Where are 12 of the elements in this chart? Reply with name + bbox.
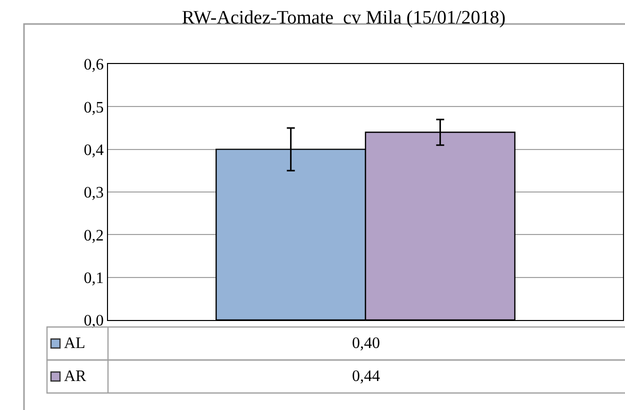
data-label: 0,40 bbox=[352, 335, 380, 352]
y-tick-label: 0,4 bbox=[84, 142, 104, 159]
y-tick-label: 0,5 bbox=[84, 99, 104, 116]
data-label: 0,44 bbox=[352, 368, 380, 385]
y-tick-label: 0,6 bbox=[84, 56, 104, 74]
y-tick-label: 0,3 bbox=[84, 184, 104, 202]
chart-title: RW-Acidez-Tomate cv Mila (15/01/2018) bbox=[182, 7, 506, 28]
y-tick-label: 0,2 bbox=[84, 227, 104, 244]
y-tick-label: 0,1 bbox=[84, 270, 104, 287]
legend-label: AR bbox=[64, 368, 87, 385]
y-tick-label: 0,0 bbox=[84, 312, 104, 330]
legend-label: AL bbox=[64, 335, 86, 352]
